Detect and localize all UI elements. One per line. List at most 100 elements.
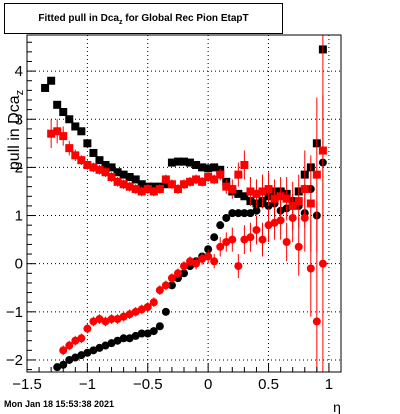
y-axis-label: pull in Dcaz: [6, 90, 26, 170]
data-point-square: [143, 185, 152, 194]
data-point-square: [101, 160, 110, 169]
data-point-circle: [258, 235, 267, 244]
data-point-square: [222, 182, 231, 191]
data-point-square: [180, 157, 188, 166]
x-axis-label: η: [333, 399, 341, 414]
data-point-circle: [204, 252, 213, 261]
data-point-circle: [234, 262, 243, 271]
data-point-square: [125, 173, 134, 182]
data-point-circle: [252, 206, 261, 215]
data-point-circle: [83, 348, 92, 357]
data-point-circle: [192, 259, 201, 268]
data-point-square: [77, 127, 86, 136]
data-point-circle: [246, 209, 255, 218]
data-point-square: [198, 163, 207, 172]
data-point-circle: [276, 216, 285, 225]
data-point-square: [180, 180, 188, 189]
data-point-square: [131, 185, 140, 194]
data-point-circle: [71, 336, 80, 345]
data-point-circle: [288, 213, 297, 222]
data-point-circle: [113, 315, 122, 324]
y-tick-label: −1: [6, 304, 23, 321]
data-point-circle: [161, 307, 170, 316]
data-point-circle: [167, 281, 176, 290]
data-point-circle: [89, 317, 98, 326]
data-point-circle: [101, 317, 110, 326]
x-tick-label: 1: [325, 376, 333, 393]
data-point-circle: [95, 343, 104, 352]
data-point-circle: [77, 334, 86, 343]
data-point-circle: [246, 233, 255, 242]
data-point-square: [41, 83, 50, 92]
data-point-circle: [210, 233, 219, 242]
data-series: [41, 35, 327, 372]
data-point-square: [95, 156, 104, 165]
data-point-square: [252, 189, 261, 198]
data-point-square: [173, 157, 182, 166]
data-point-square: [186, 158, 195, 167]
data-point-square: [65, 144, 74, 153]
data-point-circle: [137, 329, 146, 338]
data-point-square: [204, 164, 213, 173]
chart-title: Fitted pull in Dcaz for Global Rec Pion …: [5, 4, 282, 37]
data-point-square: [155, 185, 164, 194]
y-tick-label: 0: [15, 256, 23, 273]
data-point-square: [276, 192, 285, 201]
data-point-circle: [143, 303, 152, 312]
data-point-circle: [240, 209, 249, 218]
data-point-circle: [155, 322, 164, 331]
data-point-circle: [270, 218, 279, 227]
data-point-circle: [180, 262, 188, 271]
x-tick-label: −1: [79, 376, 96, 393]
data-point-circle: [173, 269, 182, 278]
data-point-circle: [294, 242, 303, 251]
data-point-square: [240, 160, 249, 169]
y-tick-label: 3: [15, 111, 23, 128]
data-point-square: [210, 175, 219, 184]
data-point-square: [83, 139, 92, 148]
y-axis-label-sub: z: [14, 90, 26, 96]
axis-ticks: [26, 41, 342, 372]
data-point-square: [270, 194, 279, 203]
data-point-square: [131, 175, 140, 184]
data-point-circle: [71, 353, 80, 362]
data-point-circle: [318, 259, 327, 268]
data-point-square: [240, 192, 249, 201]
data-point-circle: [240, 235, 249, 244]
data-point-square: [161, 175, 170, 184]
title-subscript: z: [118, 19, 123, 26]
data-point-circle: [228, 235, 237, 244]
tick-labels: −1.5 −1 −0.5 0 0.5 1 −2 −1 0 1 2 3 4: [6, 63, 333, 393]
data-point-square: [89, 163, 98, 172]
data-point-circle: [180, 269, 188, 278]
data-point-circle: [131, 331, 140, 340]
data-point-circle: [216, 242, 225, 251]
data-point-square: [119, 170, 128, 179]
data-point-square: [65, 115, 74, 124]
data-point-square: [167, 180, 176, 189]
data-point-circle: [77, 351, 86, 360]
x-tick-label: 0.5: [258, 376, 279, 393]
data-point-circle: [137, 305, 146, 314]
data-point-circle: [125, 310, 134, 319]
x-tick-label: −0.5: [133, 376, 163, 393]
x-tick-label: −1.5: [12, 376, 42, 393]
data-point-circle: [83, 324, 92, 333]
data-point-square: [234, 170, 243, 179]
data-point-circle: [59, 346, 68, 355]
data-point-square: [53, 127, 62, 136]
data-point-square: [173, 185, 182, 194]
data-point-square: [204, 173, 213, 182]
data-point-circle: [161, 281, 170, 290]
data-point-circle: [210, 257, 219, 266]
data-point-square: [264, 185, 273, 194]
data-point-circle: [65, 355, 74, 364]
data-point-square: [125, 182, 134, 191]
data-point-circle: [252, 225, 261, 234]
data-point-square: [234, 189, 243, 198]
title-box: Fitted pull in Dcaz for Global Rec Pion …: [4, 3, 283, 34]
data-point-circle: [119, 334, 128, 343]
title-main: Fitted pull in Dca: [38, 13, 119, 24]
